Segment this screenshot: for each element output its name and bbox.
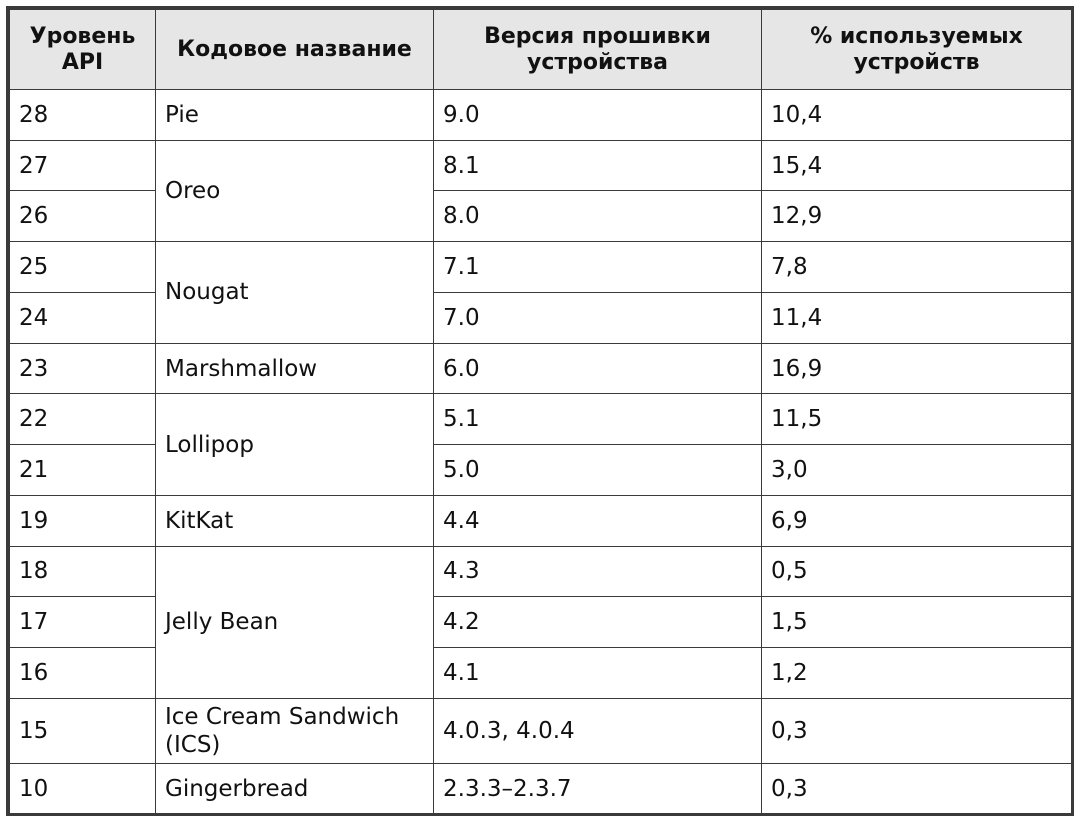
codename-cell: Ice Cream Sandwich (ICS) [155, 697, 434, 765]
percent-cell: 6,9 [761, 494, 1072, 547]
api-level-cell: 21 [9, 444, 156, 496]
version-cell: 7.0 [433, 291, 762, 344]
api-level-cell: 26 [9, 190, 156, 243]
table-row: 10 Gingerbread 2.3.3–2.3.7 0,3 [9, 763, 1072, 815]
codename-cell: KitKat [155, 494, 434, 547]
table-row: 19 KitKat 4.4 6,9 [9, 494, 1072, 547]
version-cell: 4.2 [433, 596, 762, 649]
table-frame [6, 6, 1074, 816]
api-level-cell: 25 [9, 241, 156, 293]
api-level-cell: 10 [9, 763, 156, 815]
header-row: Уровень API Кодовое название Версия прош… [9, 9, 1072, 90]
table-row: 18 Jelly Bean 4.3 0,5 [9, 545, 1072, 699]
version-cell: 5.1 [433, 393, 762, 446]
table-row: 23 Marshmallow 6.0 16,9 [9, 342, 1072, 395]
table-body: 28 Pie 9.0 10,4 27 Oreo 8.1 15,4 26 8.0 … [9, 89, 1072, 815]
table-header: Уровень API Кодовое название Версия прош… [9, 9, 1072, 90]
api-level-cell: 24 [9, 291, 156, 344]
api-level-cell: 22 [9, 393, 156, 446]
table-row: 24 7.0 11,4 [9, 291, 1072, 344]
codename-line-1: Ice Cream Sandwich [165, 703, 400, 730]
version-cell: 5.0 [433, 444, 762, 496]
version-cell: 9.0 [433, 89, 762, 141]
codename-cell: Oreo [155, 139, 434, 243]
api-level-cell: 16 [9, 647, 156, 699]
version-cell: 4.1 [433, 647, 762, 699]
table-row: 27 Oreo 8.1 15,4 [9, 139, 1072, 243]
percent-cell: 11,5 [761, 393, 1072, 446]
api-level-cell: 19 [9, 494, 156, 547]
codename-cell: Jelly Bean [155, 545, 434, 699]
header-version-line-2: устройства [527, 49, 668, 75]
api-level-cell: 23 [9, 342, 156, 395]
codename-cell: Pie [155, 89, 434, 141]
table-row: 26 8.0 12,9 [9, 190, 1072, 243]
header-api-line-1: Уровень [29, 23, 136, 49]
percent-cell: 0,3 [761, 697, 1072, 765]
header-firmware-version: Версия прошивки устройства [433, 9, 762, 90]
api-level-cell: 17 [9, 596, 156, 649]
header-device-share: % используемых устройств [761, 9, 1072, 90]
codename-cell: Nougat [155, 241, 434, 344]
percent-cell: 15,4 [761, 139, 1072, 192]
codename-line-2: (ICS) [165, 731, 221, 758]
header-share-line-1: % используемых [810, 23, 1023, 49]
api-level-cell: 18 [9, 545, 156, 598]
table-row: 17 4.2 1,5 [9, 596, 1072, 649]
table-row: 15 Ice Cream Sandwich (ICS) 4.0.3, 4.0.4… [9, 697, 1072, 765]
header-api-line-2: API [61, 49, 104, 75]
api-level-cell: 28 [9, 89, 156, 141]
table-row: 16 4.1 1,2 [9, 647, 1072, 699]
header-codename: Кодовое название [155, 9, 434, 90]
header-share-line-2: устройств [853, 49, 980, 75]
percent-cell: 12,9 [761, 190, 1072, 243]
version-cell: 8.1 [433, 139, 762, 192]
version-cell: 2.3.3–2.3.7 [433, 763, 762, 815]
percent-cell: 16,9 [761, 342, 1072, 395]
header-codename-label: Кодовое название [177, 36, 412, 62]
api-level-cell: 15 [9, 697, 156, 765]
percent-cell: 11,4 [761, 291, 1072, 344]
header-api-level: Уровень API [9, 9, 156, 90]
version-cell: 4.4 [433, 494, 762, 547]
version-cell: 7.1 [433, 241, 762, 293]
version-cell: 8.0 [433, 190, 762, 243]
version-cell: 4.3 [433, 545, 762, 598]
percent-cell: 0,3 [761, 763, 1072, 815]
codename-cell: Marshmallow [155, 342, 434, 395]
percent-cell: 10,4 [761, 89, 1072, 141]
percent-cell: 1,2 [761, 647, 1072, 699]
table-row: 21 5.0 3,0 [9, 444, 1072, 496]
android-versions-table: Уровень API Кодовое название Версия прош… [9, 9, 1072, 815]
codename-cell: Gingerbread [155, 763, 434, 815]
table-row: 22 Lollipop 5.1 11,5 [9, 393, 1072, 496]
version-cell: 4.0.3, 4.0.4 [433, 697, 762, 765]
version-cell: 6.0 [433, 342, 762, 395]
api-level-cell: 27 [9, 139, 156, 192]
codename-cell: Lollipop [155, 393, 434, 496]
table-row: 28 Pie 9.0 10,4 [9, 89, 1072, 141]
percent-cell: 7,8 [761, 241, 1072, 293]
percent-cell: 1,5 [761, 596, 1072, 649]
percent-cell: 3,0 [761, 444, 1072, 496]
table-row: 25 Nougat 7.1 7,8 [9, 241, 1072, 344]
percent-cell: 0,5 [761, 545, 1072, 598]
header-version-line-1: Версия прошивки [484, 23, 711, 49]
